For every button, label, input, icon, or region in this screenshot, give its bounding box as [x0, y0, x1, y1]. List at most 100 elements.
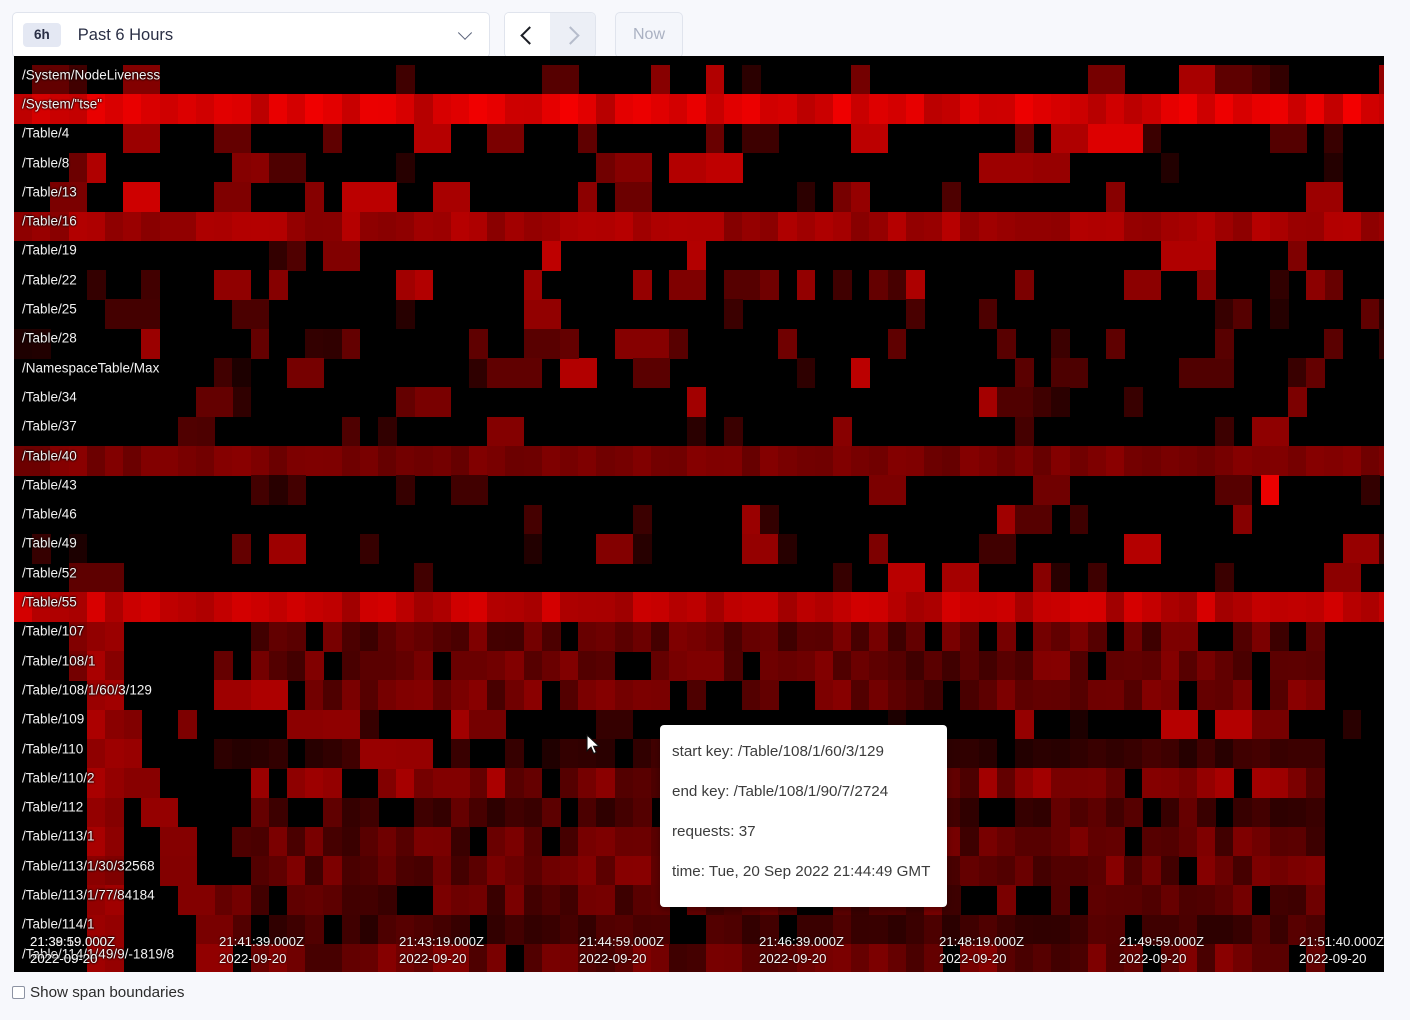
heatmap-cell[interactable] [1087, 914, 1107, 945]
heatmap-cell[interactable] [1215, 651, 1234, 681]
heatmap-cell[interactable] [614, 592, 634, 623]
heatmap-cell[interactable] [1215, 826, 1234, 857]
heatmap-cell[interactable] [596, 680, 616, 711]
heatmap-cell[interactable] [432, 944, 452, 972]
heatmap-cell[interactable] [560, 944, 579, 972]
heatmap-cell[interactable] [1106, 211, 1125, 242]
heatmap-cell[interactable] [723, 914, 743, 945]
heatmap-cell[interactable] [614, 211, 634, 242]
heatmap-cell[interactable] [869, 533, 889, 564]
heatmap-cell[interactable] [742, 94, 761, 125]
heatmap-cell[interactable] [323, 768, 343, 799]
heatmap-cell[interactable] [86, 768, 106, 799]
heatmap-cell[interactable] [469, 445, 488, 476]
heatmap-cell[interactable] [978, 445, 998, 476]
heatmap-cell[interactable] [1051, 328, 1071, 359]
heatmap-cell[interactable] [323, 211, 343, 242]
heatmap-cell[interactable] [1288, 856, 1307, 886]
heatmap-cell[interactable] [1306, 358, 1325, 388]
heatmap-cell[interactable] [1306, 797, 1325, 828]
heatmap-cell[interactable] [1087, 445, 1107, 476]
heatmap-cell[interactable] [1160, 240, 1216, 271]
heatmap-cell[interactable] [978, 651, 998, 681]
heatmap-cell[interactable] [578, 856, 597, 886]
heatmap-cell[interactable] [414, 270, 434, 300]
heatmap-cell[interactable] [541, 797, 561, 828]
heatmap-cell[interactable] [942, 651, 961, 681]
heatmap-cell[interactable] [541, 211, 561, 242]
heatmap-cell[interactable] [1069, 211, 1089, 242]
heatmap-cell[interactable] [505, 94, 525, 125]
heatmap-cell[interactable] [614, 182, 652, 213]
heatmap-cell[interactable] [505, 797, 525, 828]
span-boundaries-control[interactable]: Show span boundaries [12, 984, 185, 1001]
heatmap-cell[interactable] [978, 768, 998, 799]
heatmap-cell[interactable] [869, 94, 889, 125]
heatmap-cell[interactable] [141, 592, 161, 623]
heatmap-cell[interactable] [505, 738, 525, 769]
heatmap-cell[interactable] [1251, 94, 1271, 125]
heatmap-cell[interactable] [14, 328, 33, 359]
heatmap-cell[interactable] [1033, 94, 1052, 125]
heatmap-cell[interactable] [268, 592, 288, 623]
heatmap-cell[interactable] [760, 445, 779, 476]
heatmap-cell[interactable] [541, 944, 561, 972]
heatmap-cell[interactable] [924, 445, 943, 476]
heatmap-cell[interactable] [1015, 709, 1034, 740]
heatmap-cell[interactable] [268, 914, 288, 945]
heatmap-cell[interactable] [851, 65, 870, 95]
heatmap-cell[interactable] [833, 94, 852, 125]
heatmap-cell[interactable] [86, 270, 106, 300]
heatmap-cell[interactable] [505, 651, 525, 681]
heatmap-cell[interactable] [760, 211, 779, 242]
heatmap-cell[interactable] [1251, 738, 1271, 769]
heatmap-cell[interactable] [105, 592, 124, 623]
heatmap-cell[interactable] [177, 211, 197, 242]
heatmap-cell[interactable] [651, 944, 670, 972]
heatmap-cell[interactable] [1306, 211, 1325, 242]
heatmap-cell[interactable] [396, 152, 415, 183]
heatmap-cell[interactable] [833, 621, 852, 652]
heatmap-cell[interactable] [1360, 592, 1380, 623]
heatmap-cell[interactable] [287, 358, 324, 388]
heatmap-cell[interactable] [851, 445, 870, 476]
heatmap-cell[interactable] [1124, 533, 1162, 564]
heatmap-cell[interactable] [1197, 592, 1216, 623]
heatmap-cell[interactable] [287, 240, 306, 271]
heatmap-cell[interactable] [341, 416, 361, 447]
heatmap-cell[interactable] [869, 651, 889, 681]
heatmap-cell[interactable] [86, 709, 106, 740]
heatmap-cell[interactable] [196, 416, 215, 447]
heatmap-cell[interactable] [996, 94, 1016, 125]
heatmap-cell[interactable] [960, 94, 980, 125]
heatmap-cell[interactable] [1178, 797, 1198, 828]
heatmap-cell[interactable] [1015, 738, 1034, 769]
heatmap-cell[interactable] [414, 768, 434, 799]
heatmap-cell[interactable] [469, 358, 488, 388]
heatmap-cell[interactable] [450, 621, 470, 652]
heatmap-cell[interactable] [32, 328, 51, 359]
heatmap-cell[interactable] [268, 738, 288, 769]
heatmap-cell[interactable] [196, 94, 215, 125]
heatmap-cell[interactable] [978, 826, 998, 857]
heatmap-cell[interactable] [705, 123, 725, 154]
heatmap-cell[interactable] [1142, 768, 1162, 799]
heatmap-cell[interactable] [869, 211, 889, 242]
heatmap-cell[interactable] [450, 826, 470, 857]
heatmap-cell[interactable] [996, 651, 1016, 681]
heatmap-cell[interactable] [68, 533, 88, 564]
heatmap-cell[interactable] [833, 680, 852, 711]
heatmap-cell[interactable] [996, 387, 1034, 418]
heatmap-cell[interactable] [1106, 94, 1125, 125]
heatmap-cell[interactable] [1033, 680, 1052, 711]
heatmap-cell[interactable] [887, 211, 907, 242]
heatmap-cell[interactable] [869, 914, 889, 945]
heatmap-cell[interactable] [614, 914, 634, 945]
heatmap-cell[interactable] [687, 94, 707, 125]
heatmap-cell[interactable] [1215, 211, 1234, 242]
heatmap-cell[interactable] [560, 328, 579, 359]
heatmap-cell[interactable] [32, 592, 51, 623]
heatmap-cell[interactable] [887, 94, 907, 125]
heatmap-cell[interactable] [432, 680, 452, 711]
heatmap-cell[interactable] [50, 182, 88, 213]
